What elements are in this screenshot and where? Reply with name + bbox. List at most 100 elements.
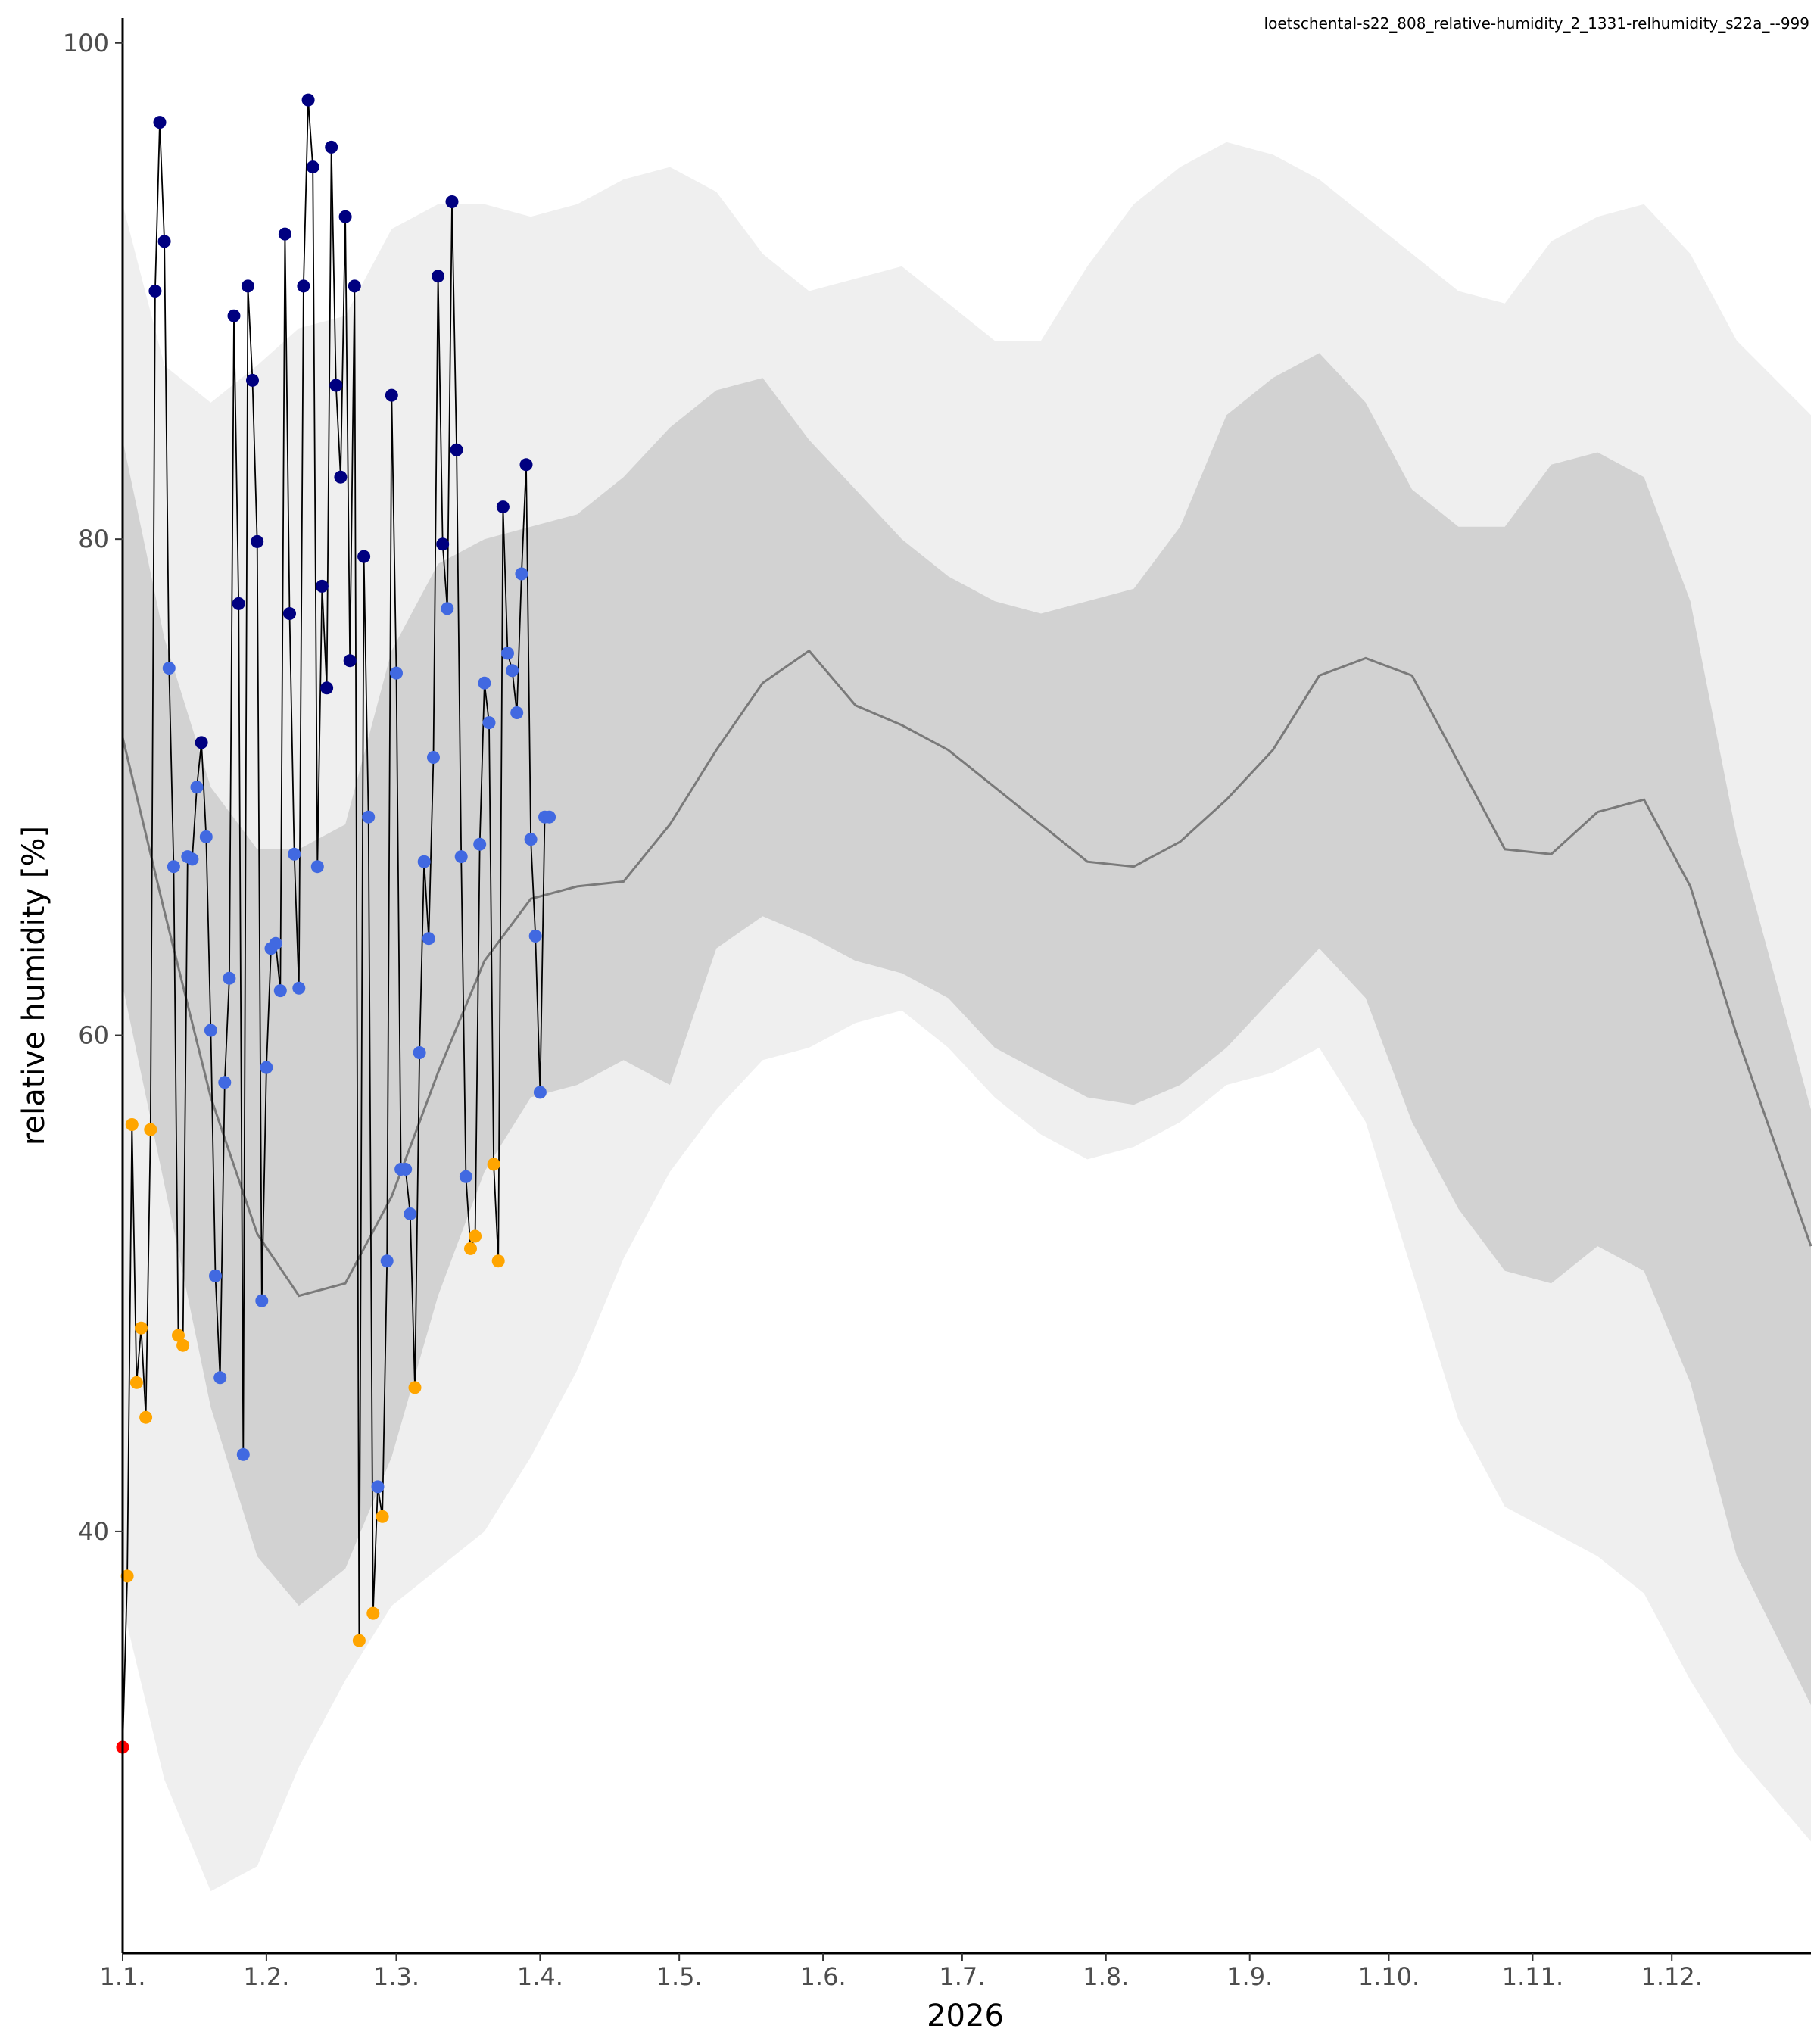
data-point — [278, 227, 291, 241]
data-point — [427, 751, 440, 764]
data-point — [422, 932, 435, 946]
data-point — [195, 736, 208, 749]
tick-layer: 40 60 80 100 1.1. 1.2. 1.3. 1.4. 1.5. 1.6. 1.7. 1.8… — [63, 29, 1703, 1991]
data-point — [491, 1254, 505, 1268]
data-point — [273, 984, 287, 998]
data-point — [135, 1321, 148, 1335]
data-point — [404, 1207, 417, 1220]
y-tick-label: 60 — [78, 1021, 109, 1050]
data-point — [478, 676, 491, 690]
data-point — [292, 981, 306, 995]
data-point — [199, 830, 213, 843]
data-point — [385, 388, 398, 402]
data-point — [167, 860, 180, 874]
data-point — [366, 1606, 380, 1620]
data-point — [209, 1269, 222, 1282]
data-point — [524, 833, 538, 846]
data-point — [334, 470, 348, 484]
data-point — [454, 850, 468, 864]
y-tick-label: 100 — [63, 29, 109, 58]
data-point — [218, 1076, 232, 1089]
data-point — [519, 458, 533, 472]
x-tick-label: 1.8. — [1083, 1962, 1129, 1991]
axis-layer — [121, 18, 1811, 1955]
data-point — [348, 279, 361, 293]
data-point — [496, 500, 510, 514]
data-point — [301, 93, 315, 107]
x-tick-label: 1.3. — [373, 1962, 419, 1991]
data-point — [441, 602, 454, 615]
data-point — [469, 1229, 482, 1243]
data-point — [190, 781, 204, 794]
data-point — [144, 1123, 157, 1136]
data-point — [417, 855, 431, 868]
band-layer — [123, 142, 1811, 1892]
data-point — [329, 379, 343, 392]
data-point — [120, 1569, 134, 1583]
y-axis-title: relative humidity [%] — [17, 826, 51, 1145]
data-point — [338, 210, 352, 223]
y-tick-label: 40 — [78, 1517, 109, 1546]
data-point — [445, 195, 459, 208]
data-point — [162, 662, 176, 675]
data-point — [362, 810, 376, 824]
data-point — [450, 443, 463, 456]
x-tick-label: 1.4. — [517, 1962, 563, 1991]
data-point — [408, 1381, 422, 1394]
x-tick-label: 1.1. — [99, 1962, 145, 1991]
data-point — [269, 936, 282, 950]
x-tick-label: 1.9. — [1226, 1962, 1273, 1991]
x-tick-label: 1.10. — [1358, 1962, 1420, 1991]
x-tick-label: 1.7. — [939, 1962, 985, 1991]
data-point — [227, 309, 241, 322]
data-point — [459, 1170, 472, 1183]
data-point — [251, 534, 264, 548]
data-point — [315, 579, 329, 593]
data-point — [357, 550, 371, 563]
data-point — [129, 1376, 143, 1389]
data-point — [506, 664, 519, 678]
data-point — [260, 1061, 273, 1074]
x-axis-title: 2026 — [927, 1999, 1004, 2033]
data-point — [288, 847, 301, 861]
data-point — [464, 1242, 477, 1255]
data-point — [223, 971, 236, 985]
chart-subtitle: loetschental-s22_808_relative-humidity_2… — [1264, 14, 1809, 33]
data-point — [528, 930, 542, 943]
data-point — [473, 837, 487, 851]
data-point — [310, 860, 324, 874]
data-point — [432, 270, 445, 283]
data-point — [246, 373, 259, 387]
data-point — [283, 607, 296, 620]
x-tick-label: 1.12. — [1641, 1962, 1702, 1991]
data-point — [125, 1118, 139, 1131]
data-point — [390, 666, 403, 680]
data-point — [399, 1163, 413, 1176]
data-point — [533, 1086, 547, 1099]
data-point — [325, 140, 338, 154]
data-point — [352, 1634, 366, 1647]
data-point — [510, 706, 524, 719]
data-point — [185, 852, 199, 866]
data-point — [376, 1510, 389, 1523]
data-point — [153, 116, 167, 129]
y-tick-label: 80 — [78, 525, 109, 553]
data-point — [306, 160, 319, 174]
data-point — [157, 235, 171, 248]
x-tick-label: 1.6. — [800, 1962, 846, 1991]
data-point — [371, 1480, 385, 1494]
data-point — [139, 1410, 153, 1424]
data-point — [320, 681, 334, 695]
mean-line — [121, 649, 1812, 1298]
x-tick-label: 1.5. — [656, 1962, 703, 1991]
data-point — [413, 1046, 426, 1059]
data-point — [343, 654, 357, 668]
data-point — [241, 279, 254, 293]
x-tick-label: 1.2. — [243, 1962, 289, 1991]
data-point — [148, 285, 162, 298]
data-point — [501, 647, 514, 660]
data-point — [436, 537, 450, 551]
x-tick-label: 1.11. — [1502, 1962, 1563, 1991]
